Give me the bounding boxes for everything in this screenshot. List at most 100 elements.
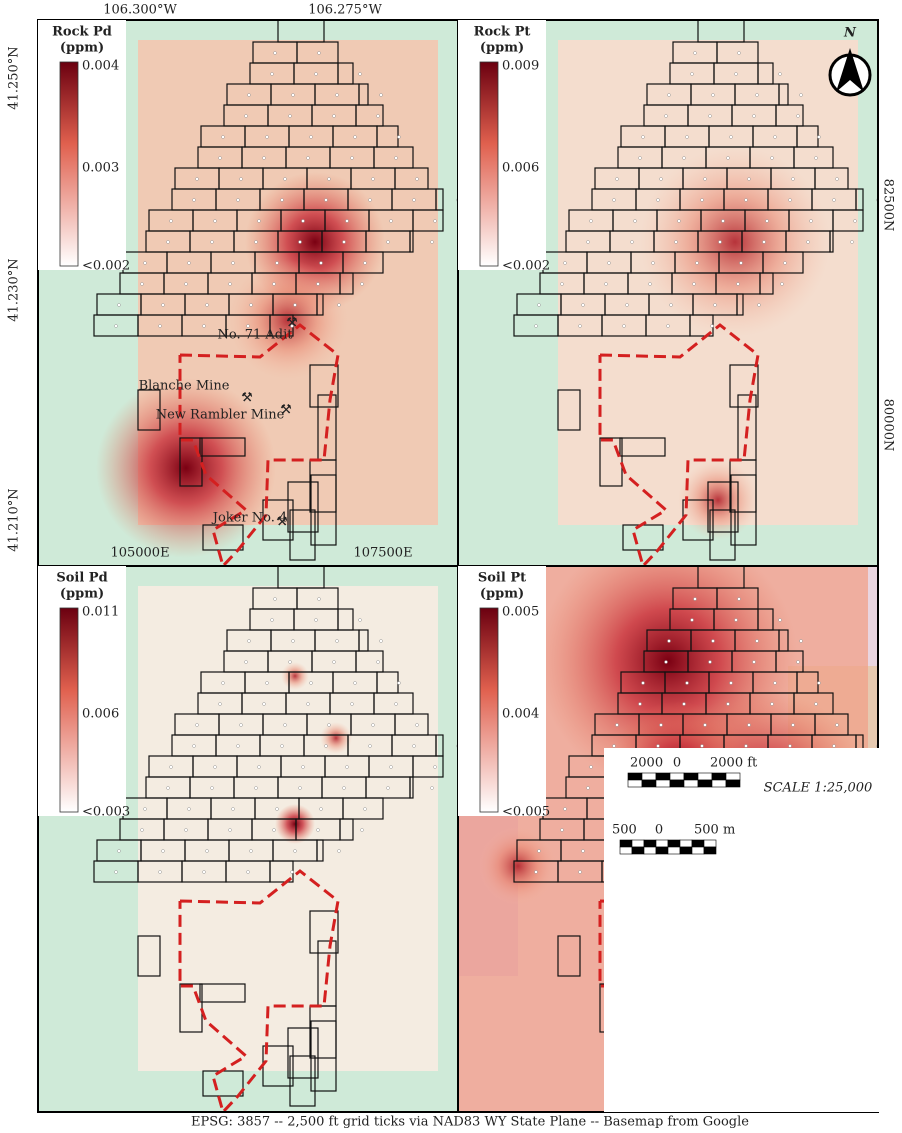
sample-point (730, 136, 733, 139)
latitude-label: 41.250°N (7, 46, 22, 109)
sample-point (668, 94, 671, 97)
sample-point (398, 136, 401, 139)
sample-point (800, 94, 803, 97)
sample-point (535, 325, 538, 328)
legend-unit: (ppm) (60, 41, 104, 56)
sample-point (587, 787, 590, 790)
sample-point (266, 682, 269, 685)
sample-point (346, 766, 349, 769)
scale-ratio: SCALE 1:25,000 (764, 781, 873, 796)
sample-point (315, 619, 318, 622)
sample-point (380, 640, 383, 643)
sample-point (774, 136, 777, 139)
sample-point (634, 220, 637, 223)
heat-spot (478, 826, 558, 906)
caption: EPSG: 3857 -- 2,500 ft grid ticks via NA… (191, 1115, 749, 1130)
scale-segment (642, 780, 656, 787)
sample-point (196, 178, 199, 181)
sample-point (281, 745, 284, 748)
sample-point (756, 94, 759, 97)
sample-point (613, 199, 616, 202)
sample-point (188, 808, 191, 811)
sample-point (167, 787, 170, 790)
sample-point (141, 829, 144, 832)
sample-point (211, 787, 214, 790)
sample-point (185, 283, 188, 286)
sample-point (364, 808, 367, 811)
sample-point (343, 787, 346, 790)
sample-point (535, 871, 538, 874)
sample-point (774, 682, 777, 685)
legend-label: 0.011 (82, 605, 119, 620)
sample-point (730, 682, 733, 685)
sample-point (735, 619, 738, 622)
sample-point (792, 178, 795, 181)
sample-point (416, 178, 419, 181)
sample-point (639, 703, 642, 706)
sample-point (587, 241, 590, 244)
legend-label: 0.006 (502, 161, 539, 176)
sample-point (170, 766, 173, 769)
sample-point (325, 745, 328, 748)
scale-segment (656, 773, 670, 780)
sample-point (284, 178, 287, 181)
scale-segment (712, 780, 726, 787)
sample-point (310, 682, 313, 685)
sample-point (351, 157, 354, 160)
sample-point (631, 241, 634, 244)
scale-segment (628, 780, 642, 787)
sample-point (222, 682, 225, 685)
sample-point (740, 262, 743, 265)
sample-point (185, 829, 188, 832)
sample-point (712, 640, 715, 643)
sample-point (229, 283, 232, 286)
sample-point (737, 283, 740, 286)
heat-spot (320, 722, 352, 754)
sample-point (333, 115, 336, 118)
sample-point (336, 94, 339, 97)
sample-point (727, 157, 730, 160)
sample-point (276, 262, 279, 265)
sample-point (709, 661, 712, 664)
scale-segment (644, 847, 656, 854)
sample-point (274, 52, 277, 55)
sample-point (310, 136, 313, 139)
north-label: N (843, 26, 857, 41)
sample-point (719, 241, 722, 244)
scale-segment (692, 840, 704, 847)
latitude-label: 41.230°N (7, 258, 22, 321)
sample-point (398, 682, 401, 685)
sample-point (232, 808, 235, 811)
sample-point (144, 262, 147, 265)
mine-icon: ⚒ (241, 391, 253, 406)
scale-segment (712, 773, 726, 780)
sample-point (657, 745, 660, 748)
mine-icon: ⚒ (276, 515, 288, 530)
scale-segment (632, 840, 644, 847)
sample-point (416, 724, 419, 727)
sample-point (276, 808, 279, 811)
sample-point (170, 220, 173, 223)
sample-point (237, 745, 240, 748)
legend-label: 0.005 (502, 605, 539, 620)
sample-point (696, 262, 699, 265)
sample-point (346, 220, 349, 223)
scale-segment (684, 780, 698, 787)
sample-point (307, 157, 310, 160)
sample-point (248, 94, 251, 97)
sample-point (159, 871, 162, 874)
sample-point (390, 220, 393, 223)
sample-point (665, 661, 668, 664)
sample-point (538, 304, 541, 307)
legend-ramp (480, 608, 498, 812)
mine-label: No. 71 Adit (217, 328, 293, 343)
sample-point (579, 325, 582, 328)
sample-point (325, 199, 328, 202)
scale-segment (692, 847, 704, 854)
scale-feet-label: 0 (673, 756, 681, 771)
sample-point (369, 745, 372, 748)
scale-segment (668, 847, 680, 854)
sample-point (167, 241, 170, 244)
sample-point (302, 766, 305, 769)
